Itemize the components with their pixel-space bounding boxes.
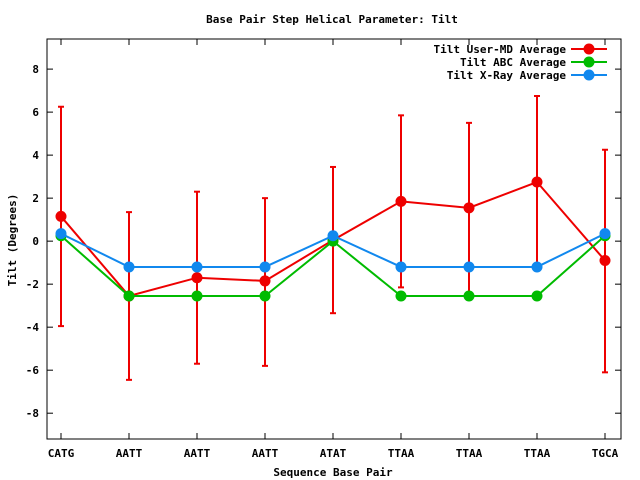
series-0-point (599, 255, 611, 267)
series-0-point (531, 176, 543, 188)
y-axis-label: Tilt (Degrees) (6, 194, 19, 287)
x-tick-label: TTAA (388, 447, 415, 460)
series-0-point (191, 272, 203, 284)
series-2-point (463, 261, 475, 273)
series-1-point (191, 290, 203, 302)
series-0-point (463, 202, 475, 214)
legend-swatch-marker (583, 56, 595, 68)
series-0-point (395, 195, 407, 207)
series-2-point (259, 261, 271, 273)
y-tick-label: 0 (32, 235, 39, 248)
legend-label: Tilt User-MD Average (434, 43, 567, 56)
y-tick-label: -6 (26, 364, 40, 377)
series-2-point (599, 228, 611, 240)
series-2-point (395, 261, 407, 273)
legend-label: Tilt ABC Average (460, 56, 566, 69)
y-tick-label: 6 (32, 106, 39, 119)
series-0-point (259, 275, 271, 287)
x-tick-label: TGCA (592, 447, 619, 460)
y-tick-label: -2 (26, 278, 39, 291)
legend-swatch-marker (583, 69, 595, 81)
y-tick-label: 4 (32, 149, 39, 162)
legend-label: Tilt X-Ray Average (447, 69, 567, 82)
x-tick-label: TTAA (456, 447, 483, 460)
plot-frame (46, 38, 622, 440)
y-tick-label: 2 (32, 192, 39, 205)
x-tick-label: CATG (48, 447, 75, 460)
x-tick-label: AATT (184, 447, 211, 460)
legend-swatch-marker (583, 43, 595, 55)
x-tick-label: AATT (252, 447, 279, 460)
series-2-point (191, 261, 203, 273)
series-1-point (531, 290, 543, 302)
chart-title: Base Pair Step Helical Parameter: Tilt (206, 13, 458, 26)
series-0-point (55, 210, 67, 222)
series-1-point (259, 290, 271, 302)
series-1-point (123, 290, 135, 302)
x-axis-label: Sequence Base Pair (273, 466, 393, 479)
y-tick-label: -4 (26, 321, 40, 334)
series-2-point (123, 261, 135, 273)
x-tick-label: AATT (116, 447, 143, 460)
series-2-point (531, 261, 543, 273)
x-tick-label: TTAA (524, 447, 551, 460)
y-tick-label: -8 (26, 407, 39, 420)
series-2-point (327, 230, 339, 242)
x-tick-label: ATAT (320, 447, 347, 460)
series-2-point (55, 228, 67, 240)
y-tick-label: 8 (32, 63, 39, 76)
series-1-point (395, 290, 407, 302)
series-1-point (463, 290, 475, 302)
